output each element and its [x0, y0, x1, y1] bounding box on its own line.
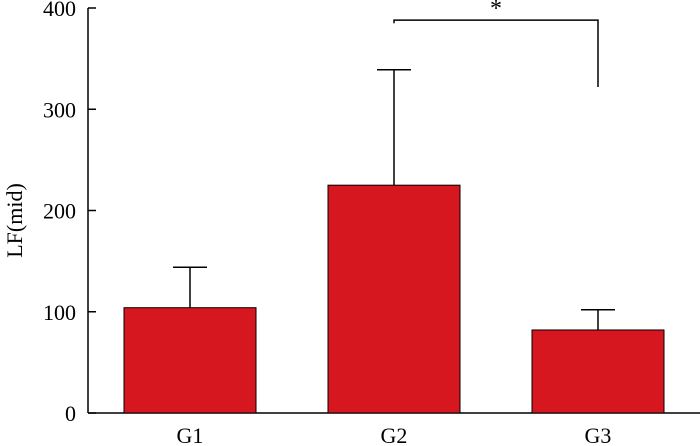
bars	[123, 184, 665, 414]
error-bars	[173, 69, 615, 330]
y-tick-label: 200	[43, 199, 76, 224]
y-tick-label: 400	[43, 0, 76, 21]
x-tick-label: G3	[585, 423, 612, 446]
significance-bracket: *	[393, 0, 599, 87]
bar-g2	[327, 184, 461, 414]
significance-line	[393, 19, 599, 87]
y-tick-label: 100	[43, 300, 76, 325]
bar-g1	[123, 307, 257, 414]
y-tick-label: 300	[43, 97, 76, 122]
significance-label: *	[490, 0, 502, 22]
axes: 0 100 200 300 400 G1 G2 G3	[43, 0, 700, 446]
bar-g3	[531, 329, 665, 414]
y-tick-label: 0	[65, 401, 76, 426]
x-tick-label: G2	[381, 423, 408, 446]
y-axis-label: LF(mid)	[2, 183, 27, 258]
x-tick-label: G1	[177, 423, 204, 446]
